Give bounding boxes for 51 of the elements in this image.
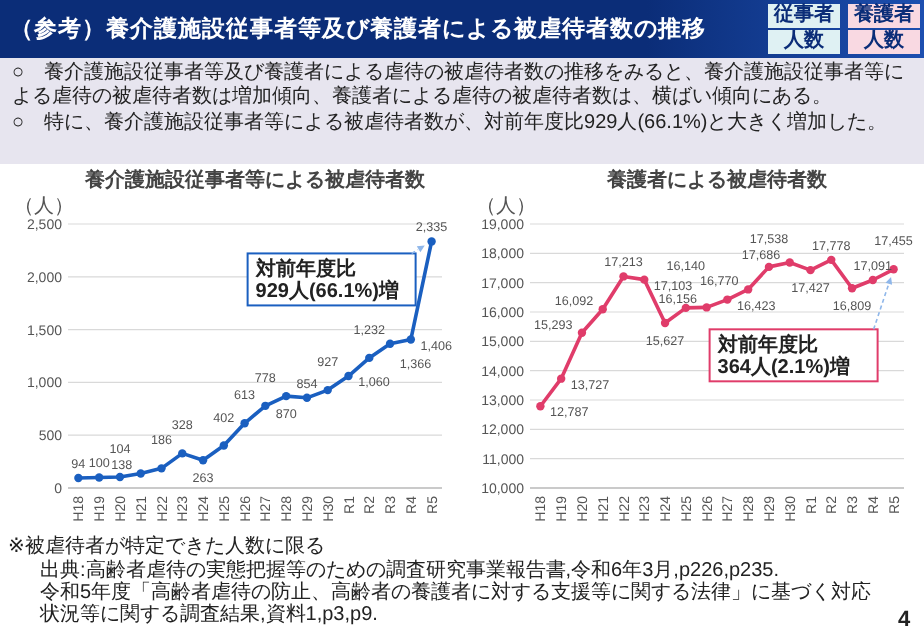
point xyxy=(556,374,566,383)
point xyxy=(868,275,878,285)
point xyxy=(847,284,857,293)
point xyxy=(261,401,270,411)
point xyxy=(74,473,83,483)
point xyxy=(723,295,732,304)
point xyxy=(344,371,353,381)
text: ○ 養介護施設従事者等及び養護者による虐待の被虐待者数の推移をみると、養介護施設従事者等による虐待の被虐待者数は増加傾向、養護者による虐待の被虐待者数は、横ばい傾向にある。 xyxy=(12,62,907,110)
point xyxy=(281,391,291,401)
point xyxy=(702,303,711,312)
point xyxy=(406,335,416,344)
y-axis-title: （人） xyxy=(14,196,74,218)
point xyxy=(785,258,794,267)
point xyxy=(198,456,208,465)
chart-title: 養護者による被虐待者数 xyxy=(605,168,829,192)
point xyxy=(660,318,670,328)
source-note: 出典:高齢者虐待の実態把握等のための調査研究事業報告書,令和6年3月,p226,p235. xyxy=(40,560,780,582)
point xyxy=(323,385,332,395)
point xyxy=(619,272,628,281)
text: 人数 xyxy=(848,30,920,54)
point xyxy=(365,353,374,363)
point xyxy=(640,275,649,284)
point xyxy=(806,265,815,275)
text: 養護者 xyxy=(848,4,920,28)
text: 人数 xyxy=(768,30,840,54)
point xyxy=(827,255,836,265)
text: ※被虐待者が特定できた人数に限る xyxy=(8,536,325,558)
point xyxy=(536,402,545,411)
point xyxy=(302,393,312,403)
point xyxy=(219,441,229,450)
point xyxy=(427,237,436,246)
point xyxy=(743,285,753,294)
annotation: 対前年度比 364人(2.1%)増 xyxy=(715,333,850,380)
y-axis-title: （人） xyxy=(476,196,536,218)
text: 従事者 xyxy=(768,4,840,28)
text: ○ 特に、養介護施設従事者等による被虐待者数が、対前年度比929人(66.1%)と大きく増加した。 xyxy=(12,112,890,136)
point xyxy=(240,419,249,428)
text: （参考）養介護施設従事者等及び養護者による被虐待者数の推移 xyxy=(10,14,706,44)
text: 4 xyxy=(898,608,911,632)
point xyxy=(764,262,774,272)
point xyxy=(178,449,187,458)
annotation: 対前年度比 929人(66.1%)増 xyxy=(253,257,400,304)
point xyxy=(115,472,125,482)
point xyxy=(598,305,607,314)
point xyxy=(157,464,166,473)
chart-title: 養介護施設従事者等による被虐待者数 xyxy=(83,168,427,192)
text: 令和5年度「高齢者虐待の防止、高齢者の養護者に対する支援等に関する法律」に基づく対応状況等に関する調査結果,資料1,p3,p9. xyxy=(40,582,874,626)
point xyxy=(94,473,104,482)
point xyxy=(136,469,145,478)
point xyxy=(385,339,395,348)
point xyxy=(577,328,587,337)
